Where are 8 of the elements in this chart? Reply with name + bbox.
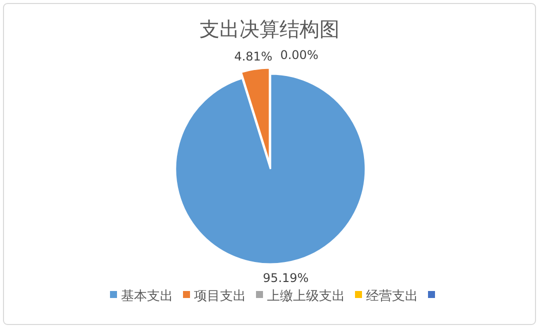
legend-label: 项目支出 [194,289,246,304]
data-label: 4.81% [234,49,272,64]
chart-title: 支出决算结构图 [200,17,340,41]
legend-label: 基本支出 [121,289,173,304]
text: 0.00% [280,48,318,62]
legend-label: 经营支出 [366,289,418,304]
data-label: 95.19% [262,270,309,285]
legend-label: 上缴上级支出 [267,289,345,304]
